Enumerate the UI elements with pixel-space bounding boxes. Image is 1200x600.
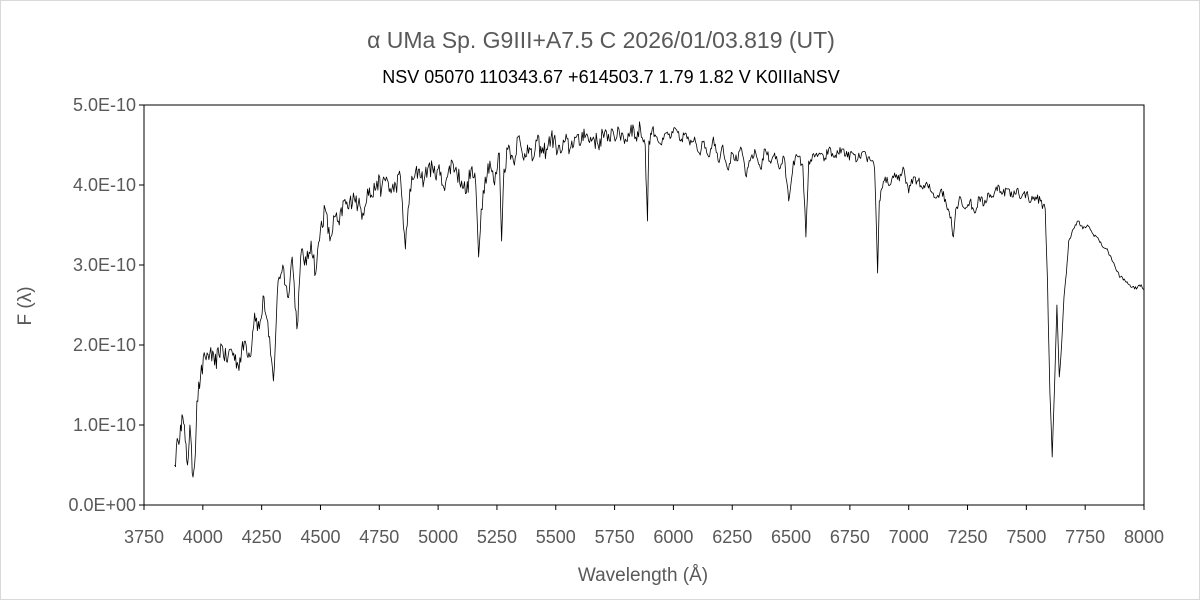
y-tick-label: 0.0E+00 bbox=[68, 495, 136, 515]
x-tick-label: 6250 bbox=[712, 527, 752, 547]
spectrum-line bbox=[174, 121, 1145, 478]
x-tick-label: 3750 bbox=[124, 527, 164, 547]
chart-title: α UMa Sp. G9III+A7.5 C 2026/01/03.819 (U… bbox=[367, 27, 835, 53]
x-tick-label: 5500 bbox=[536, 527, 576, 547]
x-tick-label: 5750 bbox=[595, 527, 635, 547]
x-axis-ticks: 3750 4000 4250 4500 4750 5000 5250 5500 5750 6000… bbox=[124, 505, 1164, 547]
x-tick-label: 7250 bbox=[948, 527, 988, 547]
y-tick-label: 4.0E-10 bbox=[73, 175, 136, 195]
y-axis-label: F (λ) bbox=[15, 286, 36, 325]
plot-border bbox=[143, 104, 1145, 506]
chart-subtitle: NSV 05070 110343.67 +614503.7 1.79 1.82 … bbox=[382, 67, 840, 87]
y-tick-label: 5.0E-10 bbox=[73, 95, 136, 115]
y-tick-label: 2.0E-10 bbox=[73, 335, 136, 355]
x-axis-label: Wavelength (Å) bbox=[578, 565, 708, 586]
x-tick-label: 5000 bbox=[418, 527, 458, 547]
plot-area bbox=[143, 104, 1145, 506]
x-tick-label: 7750 bbox=[1065, 527, 1105, 547]
x-tick-label: 8000 bbox=[1124, 527, 1164, 547]
y-axis-ticks: 0.0E+00 1.0E-10 2.0E-10 3.0E-10 4.0E-10 5.0E-… bbox=[68, 95, 144, 515]
y-tick-label: 3.0E-10 bbox=[73, 255, 136, 275]
x-tick-label: 4750 bbox=[359, 527, 399, 547]
x-tick-label: 6500 bbox=[771, 527, 811, 547]
y-tick-label: 1.0E-10 bbox=[73, 415, 136, 435]
x-tick-label: 4250 bbox=[242, 527, 282, 547]
x-tick-label: 6750 bbox=[830, 527, 870, 547]
x-tick-label: 5250 bbox=[477, 527, 517, 547]
x-tick-label: 7500 bbox=[1006, 527, 1046, 547]
x-tick-label: 6000 bbox=[653, 527, 693, 547]
x-tick-label: 4500 bbox=[300, 527, 340, 547]
x-tick-label: 7000 bbox=[889, 527, 929, 547]
x-tick-label: 4000 bbox=[183, 527, 223, 547]
